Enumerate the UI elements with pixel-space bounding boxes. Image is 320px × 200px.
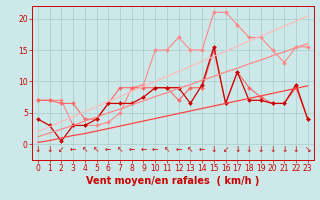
Text: ↙: ↙ bbox=[58, 145, 65, 154]
Text: ↓: ↓ bbox=[281, 145, 287, 154]
Text: ↓: ↓ bbox=[293, 145, 299, 154]
Text: ↓: ↓ bbox=[211, 145, 217, 154]
Text: ↖: ↖ bbox=[82, 145, 88, 154]
Text: ↓: ↓ bbox=[269, 145, 276, 154]
Text: ←: ← bbox=[152, 145, 158, 154]
Text: ←: ← bbox=[140, 145, 147, 154]
Text: ←: ← bbox=[70, 145, 76, 154]
Text: ↖: ↖ bbox=[117, 145, 123, 154]
Text: ↙: ↙ bbox=[222, 145, 229, 154]
X-axis label: Vent moyen/en rafales  ( km/h ): Vent moyen/en rafales ( km/h ) bbox=[86, 176, 260, 186]
Text: ↘: ↘ bbox=[305, 145, 311, 154]
Text: ↓: ↓ bbox=[46, 145, 53, 154]
Text: ←: ← bbox=[175, 145, 182, 154]
Text: ↖: ↖ bbox=[187, 145, 194, 154]
Text: ↖: ↖ bbox=[164, 145, 170, 154]
Text: ↓: ↓ bbox=[234, 145, 241, 154]
Text: ↓: ↓ bbox=[35, 145, 41, 154]
Text: ↓: ↓ bbox=[258, 145, 264, 154]
Text: ↖: ↖ bbox=[93, 145, 100, 154]
Text: ↓: ↓ bbox=[246, 145, 252, 154]
Text: ←: ← bbox=[105, 145, 111, 154]
Text: ←: ← bbox=[199, 145, 205, 154]
Text: ←: ← bbox=[129, 145, 135, 154]
